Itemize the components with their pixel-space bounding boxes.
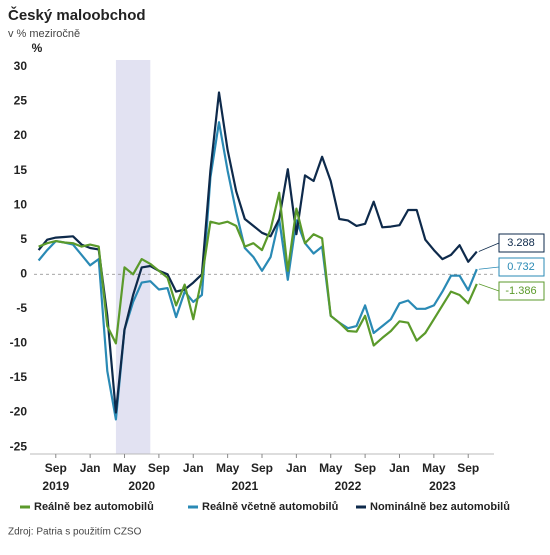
end-label-leader xyxy=(478,242,500,252)
end-label-box xyxy=(498,233,545,253)
x-tick-label: Jan xyxy=(183,461,204,475)
highlight-band xyxy=(115,60,151,454)
y-tick-label: 10 xyxy=(14,197,28,211)
y-tick-label: 0 xyxy=(20,266,27,280)
y-tick-label: -20 xyxy=(10,405,28,419)
x-tick-label: Sep xyxy=(45,461,67,475)
y-tick-label: 20 xyxy=(14,128,28,142)
x-group-label: 2022 xyxy=(335,479,362,493)
x-tick-label: May xyxy=(422,461,446,475)
x-tick-label: Sep xyxy=(354,461,376,475)
y-unit: % xyxy=(32,41,43,55)
x-tick-label: May xyxy=(319,461,343,475)
y-tick-label: 25 xyxy=(14,94,28,108)
x-group-label: 2019 xyxy=(42,479,69,493)
chart-title: Český maloobchod xyxy=(8,6,146,24)
x-group-label: 2020 xyxy=(128,479,155,493)
x-tick-label: Jan xyxy=(389,461,410,475)
x-tick-label: Sep xyxy=(148,461,170,475)
end-label: 0.732 xyxy=(507,261,535,273)
x-tick-label: Jan xyxy=(80,461,101,475)
y-tick-label: -10 xyxy=(10,336,28,350)
y-tick-label: -5 xyxy=(16,301,27,315)
y-tick-label: -25 xyxy=(10,439,28,453)
x-tick-label: Sep xyxy=(251,461,273,475)
series-line xyxy=(38,191,478,347)
legend-label: Reálně bez automobilů xyxy=(34,501,154,513)
legend-label: Nominálně bez automobilů xyxy=(370,501,510,513)
y-tick-label: 30 xyxy=(14,59,28,73)
legend-label: Reálně včetně automobilů xyxy=(202,501,338,513)
y-tick-label: -15 xyxy=(10,370,28,384)
series-line xyxy=(37,91,478,414)
y-tick-label: 15 xyxy=(14,163,28,177)
end-label-box xyxy=(498,281,545,301)
x-tick-label: Jan xyxy=(286,461,307,475)
end-label-leader xyxy=(478,266,500,270)
chart-subtitle: v % meziročně xyxy=(8,28,80,40)
end-label: 3.288 xyxy=(507,237,535,249)
end-label: -1.386 xyxy=(505,285,536,297)
end-label-leader xyxy=(478,283,500,292)
x-tick-label: May xyxy=(216,461,240,475)
x-tick-label: May xyxy=(113,461,137,475)
x-tick-label: Sep xyxy=(457,461,479,475)
x-group-label: 2021 xyxy=(231,479,258,493)
y-tick-label: 5 xyxy=(20,232,27,246)
end-label-box xyxy=(498,257,545,277)
source: Zdroj: Patria s použitím CZSO xyxy=(8,527,142,538)
series-line xyxy=(37,121,478,421)
x-group-label: 2023 xyxy=(429,479,456,493)
